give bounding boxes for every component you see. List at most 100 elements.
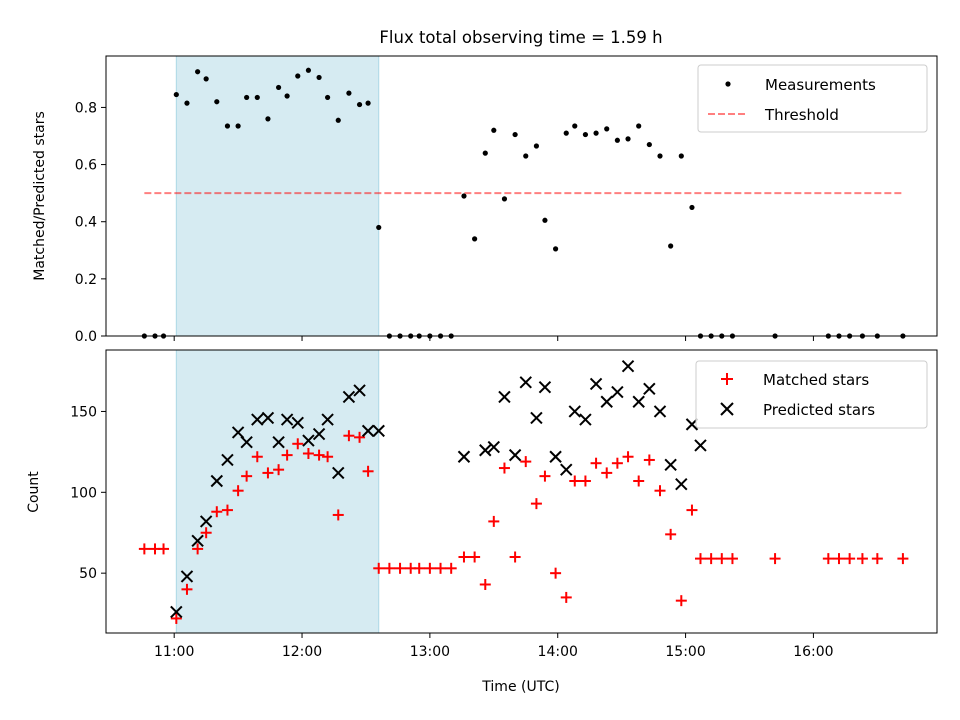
measurement-point bbox=[346, 90, 352, 96]
predicted-star-point bbox=[508, 448, 522, 462]
predicted-star-point bbox=[600, 395, 613, 408]
matched-star-point bbox=[354, 431, 366, 443]
matched-star-point bbox=[373, 562, 385, 574]
measurement-point bbox=[482, 150, 488, 156]
predicted-star-point bbox=[653, 405, 667, 418]
bottom-legend-box bbox=[695, 360, 928, 429]
measurement-point bbox=[305, 67, 312, 73]
predicted-star-point bbox=[479, 444, 492, 457]
predicted-star-point bbox=[342, 390, 356, 404]
matched-star-point bbox=[170, 612, 182, 624]
measurement-point bbox=[265, 116, 271, 122]
measurement-point bbox=[678, 153, 684, 159]
matched-star-point bbox=[856, 553, 868, 565]
measurement-point bbox=[224, 123, 231, 129]
legend-predicted-marker bbox=[720, 402, 734, 416]
measurement-point bbox=[254, 94, 260, 101]
matched-star-point bbox=[601, 467, 613, 479]
top-highlight-span bbox=[175, 55, 380, 337]
matched-star-point bbox=[569, 475, 581, 487]
top-axes-frame bbox=[105, 55, 938, 337]
measurement-point bbox=[365, 100, 371, 106]
top-y-tick-label: 0.2 bbox=[75, 272, 97, 288]
matched-star-point bbox=[844, 553, 856, 565]
legend-threshold-label: Threshold bbox=[764, 106, 839, 124]
predicted-star-point bbox=[332, 466, 345, 480]
measurement-point bbox=[376, 224, 382, 231]
matched-star-point bbox=[643, 454, 655, 466]
matched-star-point bbox=[158, 543, 170, 555]
measurement-point bbox=[636, 123, 642, 129]
measurement-point bbox=[552, 246, 559, 252]
bottom-y-axis-label: Count bbox=[26, 471, 42, 513]
measurement-point bbox=[533, 143, 540, 149]
measurement-point bbox=[203, 76, 209, 82]
matched-star-point bbox=[273, 464, 285, 476]
matched-star-point bbox=[654, 485, 666, 497]
predicted-star-point bbox=[291, 416, 304, 429]
measurement-point bbox=[235, 123, 241, 129]
measurement-point bbox=[325, 94, 331, 101]
top-highlight-span-layer bbox=[175, 55, 380, 337]
matched-star-point bbox=[633, 475, 645, 487]
bottom-y-ticks: 50 100 150 bbox=[70, 404, 106, 582]
matched-star-point bbox=[560, 591, 572, 603]
measurement-point bbox=[184, 100, 190, 106]
matched-star-point bbox=[897, 553, 909, 565]
measurement-point bbox=[472, 236, 478, 242]
predicted-star-point bbox=[611, 385, 624, 399]
measurement-point bbox=[335, 117, 341, 123]
measurement-point bbox=[625, 136, 631, 142]
predicted-star-point bbox=[199, 515, 213, 528]
predicted-star-point bbox=[221, 453, 234, 467]
predicted-star-point bbox=[180, 570, 194, 583]
matched-star-point bbox=[611, 457, 623, 469]
top-y-tick-label: 0.4 bbox=[75, 215, 97, 231]
measurement-point bbox=[646, 141, 652, 148]
matched-star-point bbox=[322, 451, 334, 463]
matched-star-point bbox=[251, 451, 263, 463]
measurement-point bbox=[316, 74, 322, 81]
predicted-star-point bbox=[312, 427, 326, 441]
top-legend: Measurements Threshold bbox=[697, 64, 928, 133]
measurement-point bbox=[214, 99, 220, 105]
matched-star-point bbox=[181, 583, 193, 595]
matched-star-point bbox=[281, 449, 293, 461]
matched-star-point bbox=[675, 595, 687, 607]
bottom-legend: Matched stars Predicted stars bbox=[695, 360, 928, 429]
matched-star-point bbox=[292, 438, 304, 450]
matched-star-point bbox=[509, 551, 521, 563]
x-axis-label: Time (UTC) bbox=[481, 679, 559, 695]
top-legend-box bbox=[697, 64, 928, 133]
predicted-star-point bbox=[675, 478, 688, 491]
matched-star-point bbox=[313, 449, 325, 461]
measurement-point bbox=[668, 243, 674, 249]
predicted-star-point bbox=[321, 413, 334, 426]
top-panel: 0.00.20.40.60.8 Matched/Predicted stars … bbox=[32, 55, 938, 345]
matched-star-point bbox=[458, 551, 470, 563]
predicted-star-point bbox=[372, 424, 385, 438]
legend-matched-marker bbox=[721, 373, 733, 385]
x-tick-label: 16:00 bbox=[793, 644, 833, 660]
matched-star-point bbox=[488, 515, 500, 527]
predicted-star-point bbox=[251, 413, 264, 426]
predicted-star-point bbox=[589, 377, 603, 391]
matched-star-point bbox=[232, 485, 244, 497]
predicted-star-point bbox=[643, 382, 656, 396]
bottom-x-ticks: 11:00 12:00 13:00 14:00 15:00 16:00 bbox=[154, 633, 834, 660]
top-x-ticks bbox=[173, 336, 814, 341]
top-y-axis-label: Matched/Predicted stars bbox=[32, 111, 48, 281]
matched-star-point bbox=[192, 543, 204, 555]
matched-star-point bbox=[871, 553, 883, 565]
predicted-star-point bbox=[568, 405, 581, 418]
matched-star-point bbox=[694, 553, 706, 565]
legend-predicted-label: Predicted stars bbox=[763, 401, 875, 419]
predicted-star-point bbox=[170, 605, 183, 619]
matched-star-point bbox=[383, 562, 395, 574]
predicted-star-point bbox=[632, 395, 645, 408]
measurement-point bbox=[501, 196, 508, 202]
top-y-tick-label: 0.0 bbox=[75, 329, 97, 345]
matched-star-point bbox=[686, 504, 698, 516]
